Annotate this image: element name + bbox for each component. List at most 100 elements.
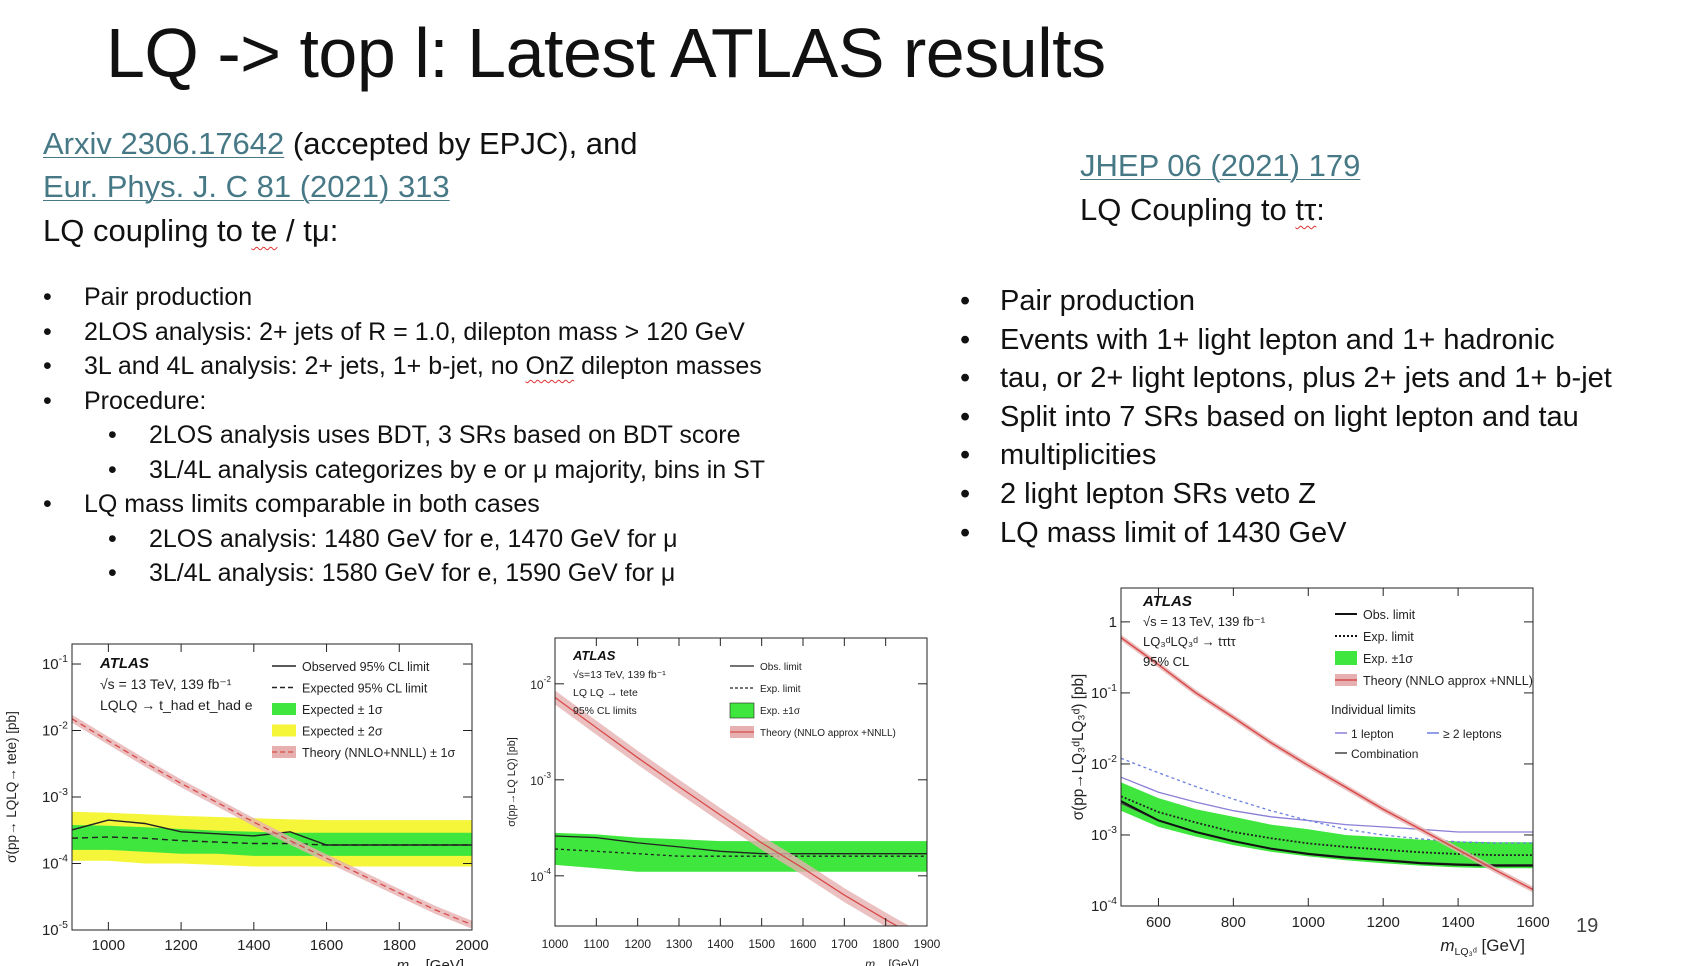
x-tick-label: 1800 xyxy=(383,937,416,954)
right-bullet-item: LQ mass limit of 1430 GeV xyxy=(960,514,1612,553)
x-tick-label: 1800 xyxy=(872,937,899,951)
chart-lq-tete-3l4l: 1000 1100 1200 1300 1400 1500 1600 1700 1800 1900… xyxy=(506,637,941,966)
info-label: √s = 13 TeV, 139 fb⁻¹ xyxy=(100,676,232,692)
plot-frame xyxy=(1120,587,1534,907)
x-tick-label: 1600 xyxy=(310,937,343,954)
legend-swatch-1sigma xyxy=(272,703,296,715)
y-tick-base: 10 xyxy=(1091,685,1108,702)
x-tick-label: 1300 xyxy=(666,937,693,951)
y-tick-base: 10 xyxy=(530,774,544,788)
y-tick-label: 10-2 xyxy=(530,674,551,692)
y-tick-exp: -1 xyxy=(59,653,68,665)
right-coupling-heading: LQ Coupling to tτ: xyxy=(1080,188,1325,231)
x-tick-label: 1200 xyxy=(624,937,651,951)
expected-limit-line xyxy=(555,848,927,857)
y-tick-label: 1 xyxy=(1109,614,1117,631)
y-tick-label: 10-4 xyxy=(1091,895,1117,915)
y-tick-exp: -5 xyxy=(59,919,68,931)
legend-entry: Obs. limit xyxy=(760,662,802,673)
left-coupling-suffix: / tμ: xyxy=(277,213,339,248)
y-tick-exp: -1 xyxy=(1108,682,1117,694)
x-tick-label: 1900 xyxy=(914,937,941,951)
right-bullet-continuation: multiplicities xyxy=(960,436,1612,475)
right-reference-line: JHEP 06 (2021) 179 xyxy=(1080,144,1360,187)
x-tick-label: 1000 xyxy=(1292,914,1325,931)
right-coupling-suffix: : xyxy=(1316,192,1325,227)
right-coupling-prefix: LQ Coupling to xyxy=(1080,192,1296,227)
y-tick-label: 10-4 xyxy=(530,866,551,884)
right-bullet-item: Pair production xyxy=(960,282,1612,321)
y-tick-base: 10 xyxy=(42,922,59,939)
left-coupling-heading: LQ coupling to te / tμ: xyxy=(43,209,338,252)
x-tick-label: 1000 xyxy=(542,937,569,951)
right-coupling-tt: tτ xyxy=(1295,192,1317,227)
legend-entry: Exp. ±1σ xyxy=(760,706,801,717)
y-axis-label: σ(pp→ LQLQ→ tete) [pb] xyxy=(4,711,19,863)
left-bullet-item: Pair production xyxy=(43,280,765,315)
left-sub-bullet-item: 3L/4L analysis categorizes by e or μ maj… xyxy=(43,453,765,488)
theory-band xyxy=(72,714,472,929)
epjc-link[interactable]: Eur. Phys. J. C 81 (2021) 313 xyxy=(43,169,450,204)
legend-swatch-2sigma xyxy=(272,724,296,737)
left-sub-bullet-item: 3L/4L analysis: 1580 GeV for e, 1590 GeV… xyxy=(43,556,765,591)
y-tick-exp: -4 xyxy=(59,853,68,865)
two-lepton-line xyxy=(1121,757,1533,844)
left-bullet-item: 3L and 4L analysis: 2+ jets, 1+ b-jet, n… xyxy=(43,349,765,384)
y-tick-exp: -2 xyxy=(1108,753,1117,765)
legend-entry: Expected 95% CL limit xyxy=(302,682,428,696)
left-bullet-onz: OnZ xyxy=(525,352,575,380)
y-tick-exp: -3 xyxy=(544,770,552,780)
y-tick-exp: -2 xyxy=(544,674,552,684)
left-bullet-text: 3L and 4L analysis: 2+ jets, 1+ b-jet, n… xyxy=(84,352,762,380)
legend-entry: Theory (NNLO approx +NNLL) xyxy=(1363,674,1533,688)
right-bullet-list: Pair production Events with 1+ light lep… xyxy=(960,282,1612,552)
x-tick-label: 1200 xyxy=(164,937,197,954)
x-tick-label: 1500 xyxy=(748,937,775,951)
right-bullet-continuation: tau, or 2+ light leptons, plus 2+ jets a… xyxy=(960,359,1612,398)
x-tick-label: 1100 xyxy=(583,937,609,951)
x-axis-label-unit: [GeV] xyxy=(1477,936,1525,955)
y-axis-label: σ(pp→LQ₃ᵈLQ₃ᵈ) [pb] xyxy=(1070,674,1087,821)
legend-entry: Exp. limit xyxy=(760,684,801,695)
plot-frame xyxy=(554,637,928,927)
x-axis-label-base: m xyxy=(397,957,410,966)
x-tick-label: 1600 xyxy=(790,937,817,951)
expected-limit-line xyxy=(1121,795,1533,856)
atlas-label: ATLAS xyxy=(99,655,149,672)
left-coupling-te: te xyxy=(251,213,278,248)
slide-title: LQ -> top l: Latest ATLAS results xyxy=(106,14,1106,92)
legend-swatch-1sigma xyxy=(729,702,755,719)
atlas-label: ATLAS xyxy=(572,648,616,663)
info-label: LQLQ → t_had et_had e xyxy=(100,697,253,713)
observed-limit-line xyxy=(555,835,927,855)
y-axis-label: σ(pp→LQ LQ) [pb] xyxy=(506,737,518,826)
x-tick-label: 2000 xyxy=(455,937,488,954)
left-bullet-item: Procedure: xyxy=(43,384,765,419)
y-tick-base: 10 xyxy=(1091,827,1108,844)
x-tick-label: 1400 xyxy=(1441,914,1474,931)
arxiv-link[interactable]: Arxiv 2306.17642 xyxy=(43,126,285,161)
expected-1sigma-band xyxy=(1121,782,1533,869)
one-lepton-line xyxy=(1121,776,1533,833)
y-tick-exp: -4 xyxy=(1108,895,1117,907)
chart-lq-tete-2los: 1000 1200 1400 1600 1800 200010-110-210-310-4… xyxy=(4,643,489,966)
x-tick-label: 1700 xyxy=(831,937,858,951)
left-sub-bullet-item: 2LOS analysis uses BDT, 3 SRs based on B… xyxy=(43,418,765,453)
legend-entry: Obs. limit xyxy=(1363,608,1416,622)
info-label: √s=13 TeV, 139 fb⁻¹ xyxy=(573,669,666,681)
arxiv-link-suffix: (accepted by EPJC), and xyxy=(284,126,638,161)
y-tick-label: 10-1 xyxy=(1091,682,1117,702)
x-tick-label: 1400 xyxy=(237,937,270,954)
y-tick-label: 10-3 xyxy=(530,770,551,788)
jhep-link[interactable]: JHEP 06 (2021) 179 xyxy=(1080,148,1361,183)
y-tick-label: 10-5 xyxy=(42,919,68,939)
x-tick-label: 600 xyxy=(1146,914,1171,931)
y-tick-label: 10-4 xyxy=(42,853,68,873)
y-tick-base: 10 xyxy=(530,870,544,884)
y-tick-label: 10-3 xyxy=(1091,824,1117,844)
left-bullet-list: Pair production 2LOS analysis: 2+ jets o… xyxy=(43,280,765,591)
x-axis-label: mLQ₃ᵈ [GeV] xyxy=(1440,936,1525,958)
theory-line xyxy=(1121,636,1533,891)
y-tick-base: 1 xyxy=(1109,614,1117,631)
right-bullet-item: 2 light lepton SRs veto Z xyxy=(960,475,1612,514)
